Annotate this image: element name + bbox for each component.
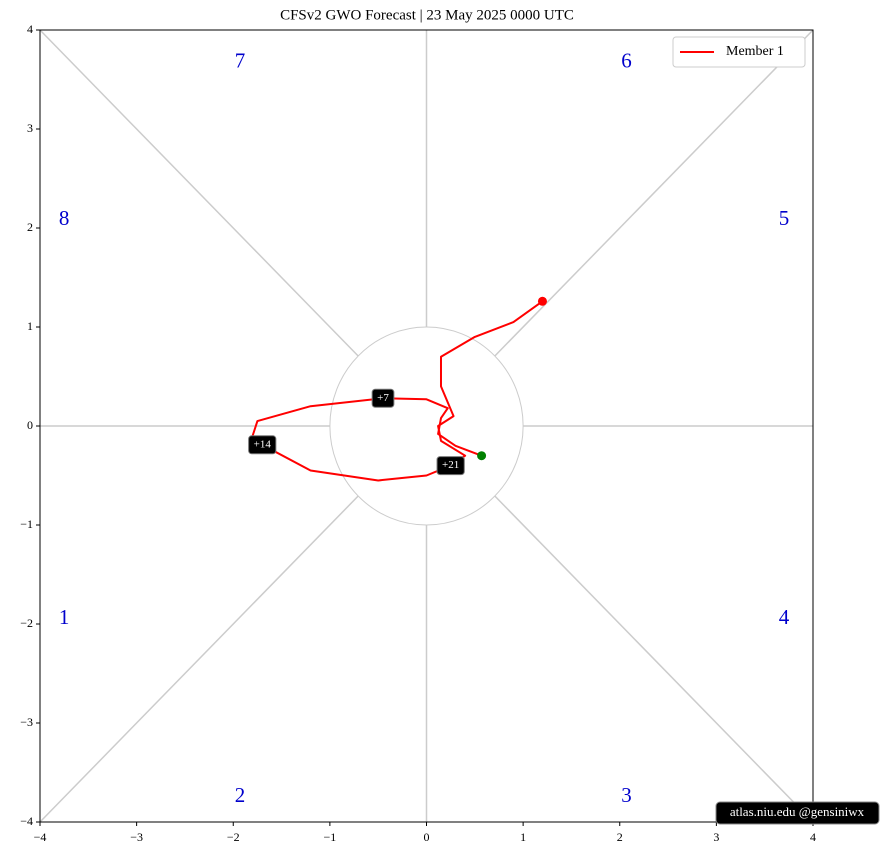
day-annotation: +14 — [248, 435, 277, 455]
phase-label: 1 — [59, 605, 70, 629]
phase-label: 5 — [779, 206, 790, 230]
annotation-text: +21 — [442, 459, 459, 471]
phase-label: 8 — [59, 206, 70, 230]
x-tick-label: 4 — [810, 830, 816, 844]
diagonal-line — [39, 495, 359, 823]
phase-label: 6 — [621, 48, 632, 72]
watermark: atlas.niu.edu @gensiniwx — [715, 801, 880, 825]
annotation-text: +7 — [377, 392, 389, 404]
y-tick-label: −2 — [20, 616, 33, 630]
y-tick-label: 4 — [27, 22, 33, 36]
phase-label: 3 — [621, 783, 632, 807]
chart-title: CFSv2 GWO Forecast | 23 May 2025 0000 UT… — [280, 7, 574, 23]
day-annotation: +7 — [371, 388, 395, 408]
y-tick-label: −4 — [20, 814, 33, 828]
start-point — [477, 451, 487, 461]
legend-label: Member 1 — [726, 44, 784, 59]
annotation-box — [371, 388, 395, 408]
watermark-box — [715, 801, 880, 825]
x-tick-label: −4 — [34, 830, 47, 844]
annotation-box — [436, 456, 465, 476]
x-tick-label: −3 — [130, 830, 143, 844]
diagonal-line — [494, 29, 814, 357]
y-tick-label: 0 — [27, 418, 33, 432]
x-tick-label: 3 — [713, 830, 719, 844]
diagonal-line — [494, 495, 814, 823]
annotation-box — [248, 435, 277, 455]
y-tick-label: 3 — [27, 121, 33, 135]
annotation-text: +14 — [254, 438, 272, 450]
x-tick-label: −2 — [227, 830, 240, 844]
legend-box — [672, 36, 806, 68]
y-tick-label: 1 — [27, 319, 33, 333]
y-tick-label: −1 — [20, 517, 33, 531]
phase-label: 2 — [235, 783, 246, 807]
trajectory — [251, 300, 544, 482]
legend: Member 1 — [672, 36, 806, 68]
watermark-text: atlas.niu.edu @gensiniwx — [730, 804, 865, 819]
y-tick-label: 2 — [27, 220, 33, 234]
diagonal-line — [39, 29, 359, 357]
x-tick-label: 1 — [520, 830, 526, 844]
x-tick-label: 0 — [424, 830, 430, 844]
day-annotation: +21 — [436, 456, 465, 476]
phase-label: 7 — [235, 48, 246, 72]
end-point — [537, 296, 547, 306]
x-tick-label: −1 — [323, 830, 336, 844]
x-tick-label: 2 — [617, 830, 623, 844]
y-tick-label: −3 — [20, 715, 33, 729]
unit-circle — [329, 326, 524, 526]
phase-label: 4 — [779, 605, 790, 629]
